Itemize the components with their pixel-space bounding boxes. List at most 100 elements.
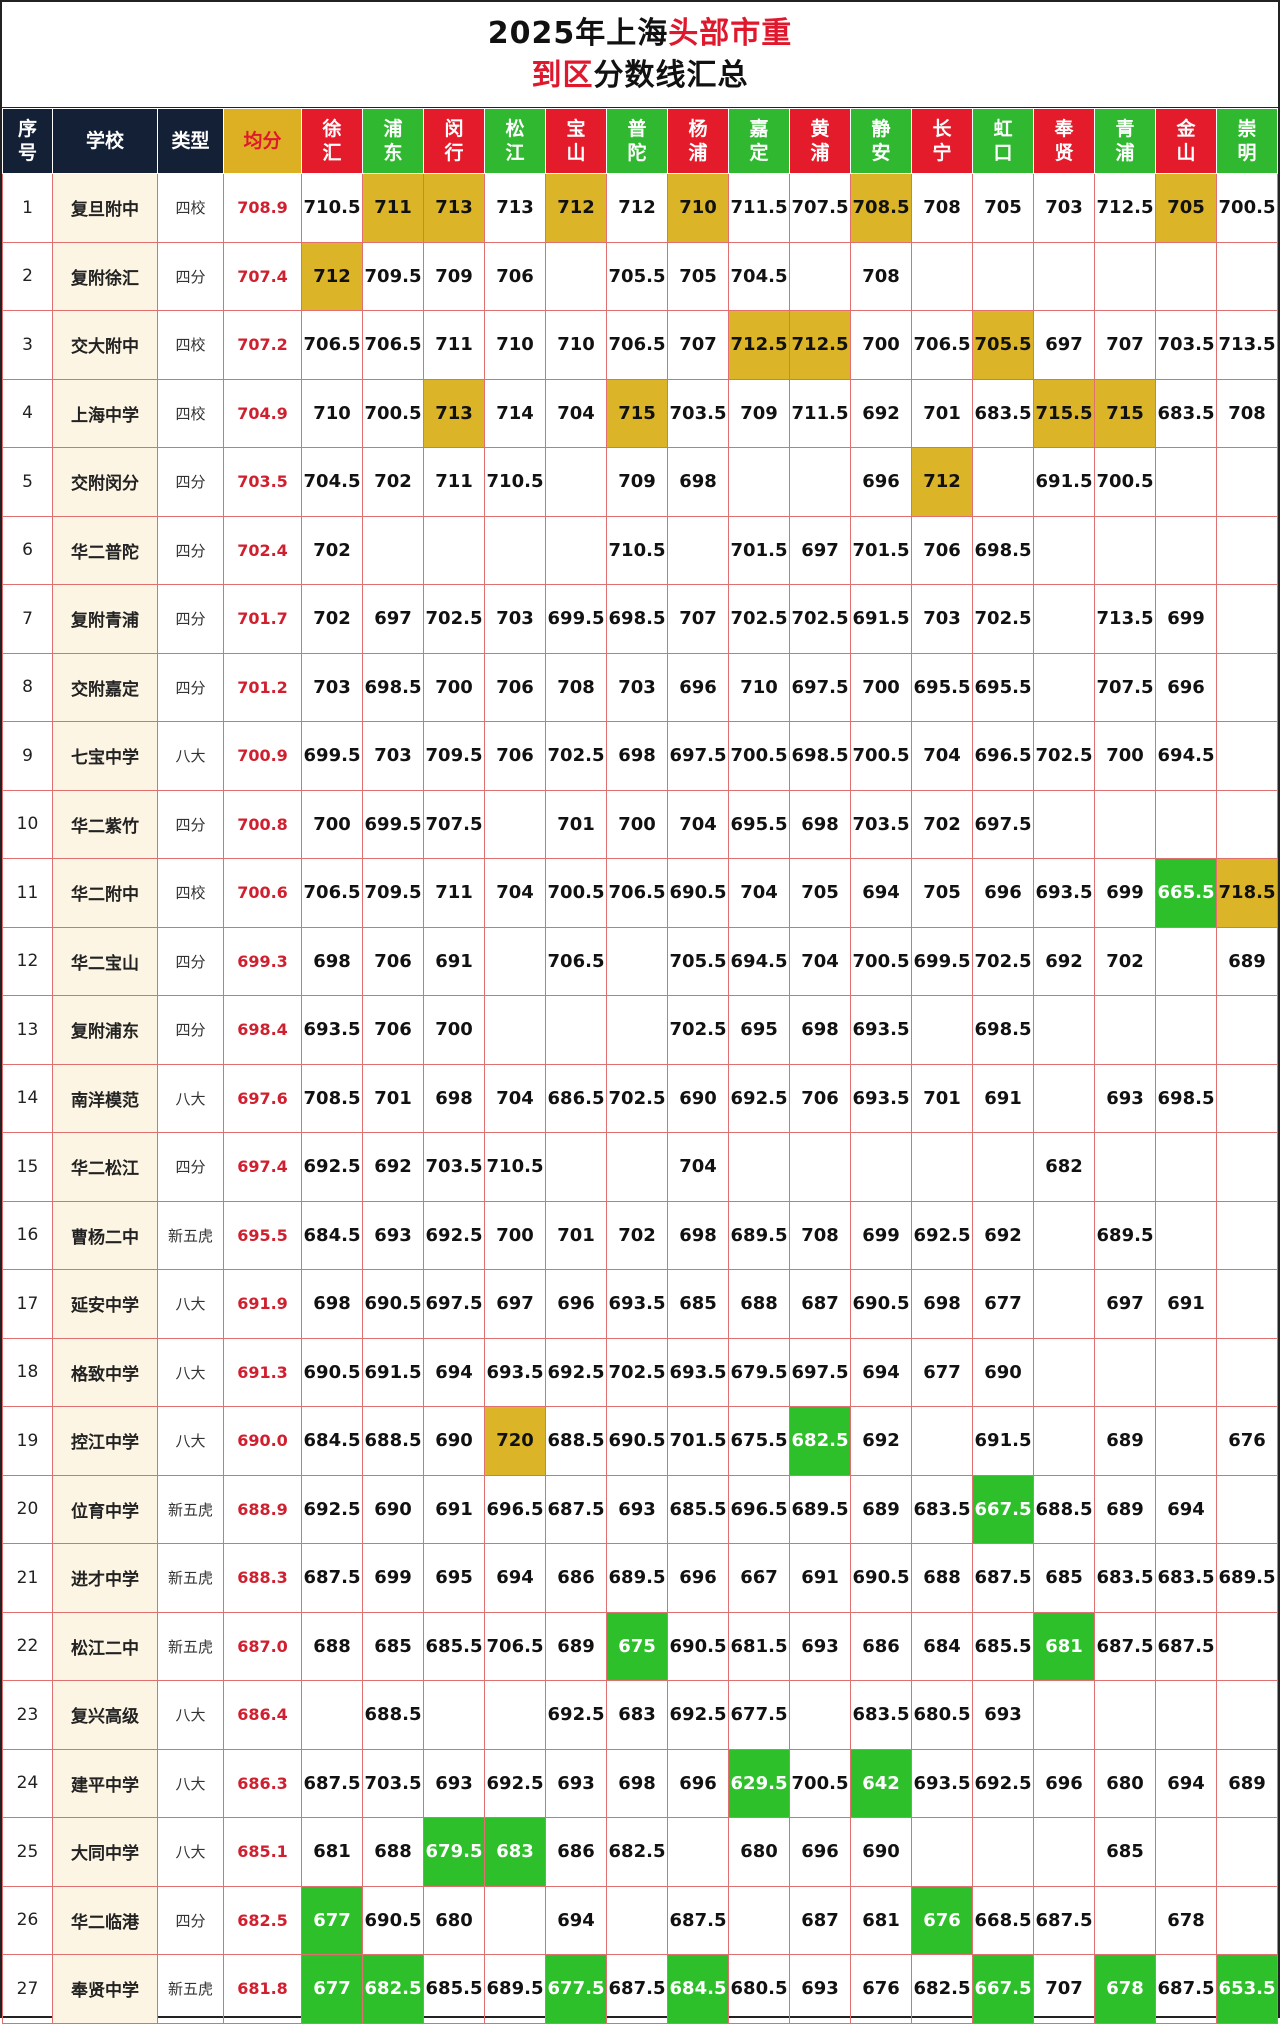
- table-row: 5 交附闵分 四分 703.5 704.5 702 711 710.5 709 698 696 712…: [2, 447, 1278, 517]
- score-cell: 685.5: [667, 1474, 729, 1544]
- score-cell: 710: [484, 310, 546, 380]
- row-type: 八大: [157, 1269, 224, 1339]
- row-type: 八大: [157, 1680, 224, 1750]
- score-cell: 700.5: [728, 721, 790, 791]
- row-school: 位育中学: [52, 1474, 158, 1544]
- row-avg: 687.0: [223, 1611, 302, 1681]
- score-cell: 697.5: [423, 1269, 485, 1339]
- row-seq: 23: [2, 1680, 53, 1750]
- score-cell: 711: [423, 447, 485, 517]
- row-seq: 15: [2, 1132, 53, 1202]
- header-district: 黄浦: [789, 108, 851, 174]
- row-school: 延安中学: [52, 1269, 158, 1339]
- score-cell: [545, 515, 607, 585]
- score-cell: 692: [850, 1406, 912, 1476]
- score-cell: 701.5: [850, 515, 912, 585]
- score-cell: 705: [911, 858, 973, 928]
- score-cell: 680: [1094, 1748, 1156, 1818]
- score-cell: 693: [1094, 1063, 1156, 1133]
- score-cell: 702.5: [728, 584, 790, 654]
- score-cell: 690.5: [667, 858, 729, 928]
- score-cell: 677.5: [545, 1954, 607, 2024]
- score-cell: 706: [484, 652, 546, 722]
- row-seq: 8: [2, 652, 53, 722]
- score-cell: [1094, 241, 1156, 311]
- table-row: 14 南洋模范 八大 697.6 708.5 701 698 704 686.5 702.5 690…: [2, 1063, 1278, 1133]
- table-row: 3 交大附中 四校 707.2 706.5 706.5 711 710 710 706.5 707 7…: [2, 310, 1278, 380]
- score-cell: [1033, 1406, 1095, 1476]
- score-cell: 710.5: [484, 1132, 546, 1202]
- score-cell: 692: [850, 378, 912, 448]
- score-cell: 696: [1033, 1748, 1095, 1818]
- score-cell: 696: [667, 1748, 729, 1818]
- header-district-char: 徐: [322, 118, 342, 140]
- header-district: 青浦: [1094, 108, 1156, 174]
- row-seq: 12: [2, 926, 53, 996]
- score-cell: 711.5: [789, 378, 851, 448]
- score-cell: 688.5: [362, 1406, 424, 1476]
- score-cell: 698.5: [1155, 1063, 1217, 1133]
- score-cell: 701.5: [667, 1406, 729, 1476]
- table-body: 1 复旦附中 四校 708.9 710.5 711 713 713 712 712 710 711.5…: [2, 173, 1278, 2024]
- score-cell: 702.5: [972, 926, 1034, 996]
- score-cell: 703: [1033, 173, 1095, 243]
- score-cell: 690: [362, 1474, 424, 1544]
- score-cell: 700.5: [1094, 447, 1156, 517]
- score-cell: 688.5: [1033, 1474, 1095, 1544]
- score-cell: 698.5: [789, 721, 851, 791]
- score-cell: [1216, 447, 1278, 517]
- score-cell: 713: [423, 173, 485, 243]
- header-district-char: 崇: [1237, 118, 1257, 140]
- score-cell: 690: [667, 1063, 729, 1133]
- score-cell: 713: [484, 173, 546, 243]
- score-cell: 684: [911, 1611, 973, 1681]
- score-cell: 688.5: [545, 1406, 607, 1476]
- score-cell: 689.5: [484, 1954, 546, 2024]
- score-cell: 696: [1155, 652, 1217, 722]
- score-cell: [1216, 1885, 1278, 1955]
- score-cell: [423, 1680, 485, 1750]
- score-cell: 675: [606, 1611, 668, 1681]
- score-cell: 699: [1094, 858, 1156, 928]
- table-row: 9 七宝中学 八大 700.9 699.5 703 709.5 706 702.5 698 697.…: [2, 721, 1278, 791]
- score-cell: 683: [606, 1680, 668, 1750]
- score-cell: 720: [484, 1406, 546, 1476]
- score-cell: 709: [423, 241, 485, 311]
- score-cell: [911, 241, 973, 311]
- score-cell: [911, 1132, 973, 1202]
- row-type: 四分: [157, 584, 224, 654]
- table-row: 20 位育中学 新五虎 688.9 692.5 690 691 696.5 687.5 693 68…: [2, 1474, 1278, 1544]
- score-cell: 694: [423, 1337, 485, 1407]
- row-school: 松江二中: [52, 1611, 158, 1681]
- score-cell: 677: [911, 1337, 973, 1407]
- row-seq: 11: [2, 858, 53, 928]
- score-cell: 683.5: [1155, 1543, 1217, 1613]
- score-cell: 702.5: [545, 721, 607, 791]
- row-school: 复兴高级: [52, 1680, 158, 1750]
- score-cell: 698: [301, 926, 363, 996]
- row-avg: 701.7: [223, 584, 302, 654]
- score-cell: 703.5: [1155, 310, 1217, 380]
- header-district-char: 青: [1115, 118, 1135, 140]
- score-cell: 696.5: [972, 721, 1034, 791]
- score-cell: 681: [850, 1885, 912, 1955]
- score-cell: [1216, 1063, 1278, 1133]
- score-cell: 712.5: [728, 310, 790, 380]
- score-cell: 707.5: [1094, 652, 1156, 722]
- score-cell: 694: [1155, 1748, 1217, 1818]
- header-seq: 序号: [2, 108, 53, 174]
- row-type: 四分: [157, 515, 224, 585]
- score-cell: [972, 1817, 1034, 1887]
- row-avg: 691.9: [223, 1269, 302, 1339]
- score-cell: 698.5: [362, 652, 424, 722]
- score-cell: 704: [728, 858, 790, 928]
- score-cell: 692.5: [972, 1748, 1034, 1818]
- score-cell: 702.5: [667, 995, 729, 1065]
- table-row: 10 华二紫竹 四分 700.8 700 699.5 707.5 701 700 704 695.5…: [2, 789, 1278, 859]
- header-district: 松江: [484, 108, 546, 174]
- score-cell: 704: [545, 378, 607, 448]
- score-cell: [911, 995, 973, 1065]
- score-cell: 696.5: [484, 1474, 546, 1544]
- row-avg: 686.4: [223, 1680, 302, 1750]
- score-cell: 711.5: [728, 173, 790, 243]
